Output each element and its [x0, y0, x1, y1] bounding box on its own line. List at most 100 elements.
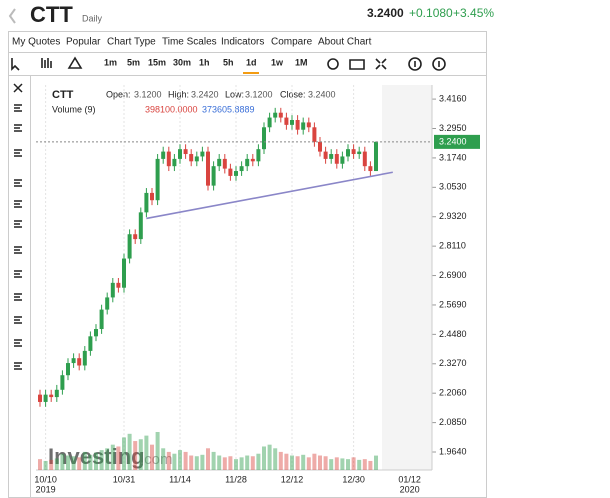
timescale[interactable]: 30m	[173, 57, 191, 67]
volume-bar	[262, 446, 266, 470]
candle-body	[329, 154, 334, 159]
candle-body	[60, 375, 65, 390]
x-tick-label: 11/28	[225, 474, 247, 484]
candle-body	[94, 329, 98, 337]
volume-bar	[340, 458, 345, 470]
side-tool[interactable]	[14, 246, 22, 254]
candle-body	[105, 297, 110, 310]
side-tool[interactable]	[14, 200, 22, 208]
side-tool[interactable]	[14, 316, 22, 324]
candle-body	[362, 151, 367, 167]
menu-item[interactable]: Time Scales	[162, 37, 217, 48]
volume-bar	[138, 439, 143, 470]
menu-item[interactable]: About Chart	[318, 37, 372, 48]
y-tick-label: 2.8110	[439, 241, 466, 251]
legend-value: 373605.8889	[202, 104, 255, 114]
menu-item[interactable]: Compare	[271, 37, 313, 48]
side-tool[interactable]	[14, 362, 22, 370]
timescale[interactable]: 1h	[199, 57, 210, 67]
legend-value: 3.1200	[134, 89, 162, 99]
menu-item[interactable]: Popular	[66, 37, 101, 48]
candle-body	[200, 151, 205, 157]
volume-bar	[150, 444, 154, 470]
legend-value: 3.2420	[191, 89, 219, 99]
volume-bar	[211, 451, 216, 470]
volume-bar	[374, 455, 378, 470]
side-tool[interactable]	[14, 293, 22, 301]
candle-body	[228, 168, 233, 176]
candle-body	[77, 358, 82, 366]
candle-body	[211, 166, 216, 186]
volume-bar	[88, 454, 93, 470]
tool-icon[interactable]	[349, 59, 365, 70]
side-tool[interactable]	[14, 104, 22, 112]
tool-icon[interactable]	[67, 56, 83, 69]
volume-bar	[329, 459, 334, 470]
menu-item[interactable]: Chart Type	[107, 37, 156, 48]
volume-bar	[295, 456, 300, 470]
side-tool[interactable]	[13, 83, 23, 93]
volume-bar	[183, 451, 188, 470]
candle-body	[217, 158, 222, 167]
y-tick-label: 2.0850	[439, 417, 467, 427]
tool-icon[interactable]	[41, 58, 52, 68]
candle-body	[357, 151, 362, 155]
candle-body	[267, 117, 272, 128]
timescale[interactable]: 1m	[104, 57, 117, 67]
candle-body	[346, 149, 350, 157]
timescale[interactable]: 5m	[127, 57, 140, 67]
menu-item[interactable]: My Quotes	[12, 37, 60, 48]
volume-bar	[82, 451, 87, 470]
candle-body	[99, 309, 104, 330]
volume-bar	[306, 457, 311, 470]
side-tool[interactable]	[14, 124, 22, 132]
tool-icon[interactable]	[11, 58, 20, 71]
legend-value: 3.1200	[245, 89, 273, 99]
volume-bar	[54, 458, 59, 470]
volume-bar	[155, 432, 160, 470]
volume-bar	[71, 456, 76, 470]
change: +0.1080	[409, 6, 453, 20]
legend-label: Close:	[280, 89, 306, 99]
timescale[interactable]: 1d	[246, 57, 257, 67]
candle-body	[116, 282, 121, 288]
volume-bar	[99, 450, 104, 470]
timescale[interactable]: 15m	[148, 57, 166, 67]
candle-body	[161, 151, 166, 159]
y-tick-label: 1.9640	[439, 446, 467, 456]
candle-body	[368, 166, 373, 172]
volume-bar	[110, 444, 115, 470]
candle-body	[284, 117, 289, 125]
volume-bar	[256, 453, 261, 470]
candle-body	[306, 122, 311, 128]
side-tool[interactable]	[14, 179, 22, 187]
side-tool[interactable]	[14, 270, 22, 278]
menu-item[interactable]: Indicators	[221, 37, 264, 48]
candle-body	[295, 120, 300, 130]
tool-icon[interactable]	[327, 58, 339, 70]
x-tick-label: 10/31	[113, 474, 136, 484]
volume-bar	[234, 459, 238, 470]
side-tool[interactable]	[14, 149, 22, 157]
candle-body	[127, 234, 132, 259]
volume-bar	[222, 457, 227, 470]
volume-bar	[278, 451, 283, 470]
back-icon[interactable]	[8, 8, 16, 24]
tool-icon[interactable]	[408, 57, 422, 71]
trendline	[146, 171, 393, 220]
x-tick-label: 12/30	[342, 474, 365, 484]
volume-bar	[94, 452, 98, 470]
side-tool[interactable]	[14, 220, 22, 228]
timescale[interactable]: 5h	[223, 57, 234, 67]
timescale[interactable]: 1w	[271, 57, 284, 67]
volume-bar	[245, 455, 250, 470]
candle-body	[239, 166, 244, 172]
tool-icon[interactable]	[432, 57, 446, 71]
side-tool[interactable]	[14, 339, 22, 347]
timescale[interactable]: 1M	[295, 57, 308, 67]
candle-body	[178, 149, 182, 159]
volume-bar	[194, 456, 199, 470]
tool-icon[interactable]	[375, 58, 387, 70]
last-price-label: 3.2400	[439, 136, 467, 146]
